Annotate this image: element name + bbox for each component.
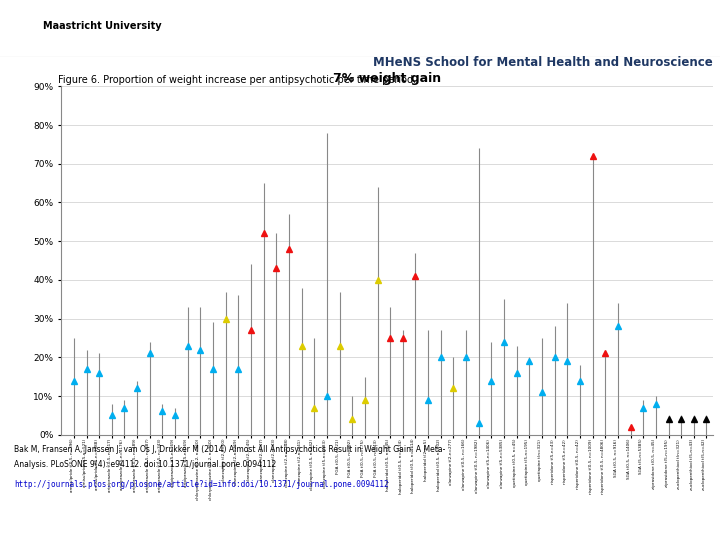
Text: Maastricht University: Maastricht University bbox=[43, 21, 162, 31]
Text: MHeNS School for Mental Health and Neuroscience: MHeNS School for Mental Health and Neuro… bbox=[373, 56, 713, 70]
Text: http://journals.plos.org/plosone/article?id=info:doi/10.1371/journal.pone.009411: http://journals.plos.org/plosone/article… bbox=[14, 480, 389, 489]
Text: 28: 28 bbox=[673, 511, 689, 521]
Text: Analysis. PLoS ONE 9(4): e94112. doi:10.1371/journal.pone.0094112: Analysis. PLoS ONE 9(4): e94112. doi:10.… bbox=[14, 460, 276, 469]
Text: Bak M, Fransen A, Janssen J, van Os J, Drukker M (2014) Almost All Antipsychotic: Bak M, Fransen A, Janssen J, van Os J, D… bbox=[14, 445, 446, 454]
Title: 7% weight gain: 7% weight gain bbox=[333, 72, 441, 85]
Text: Figure 6. Proportion of weight increase per antipsychotic per time period.: Figure 6. Proportion of weight increase … bbox=[58, 75, 415, 85]
Text: Department: Department bbox=[14, 511, 89, 521]
